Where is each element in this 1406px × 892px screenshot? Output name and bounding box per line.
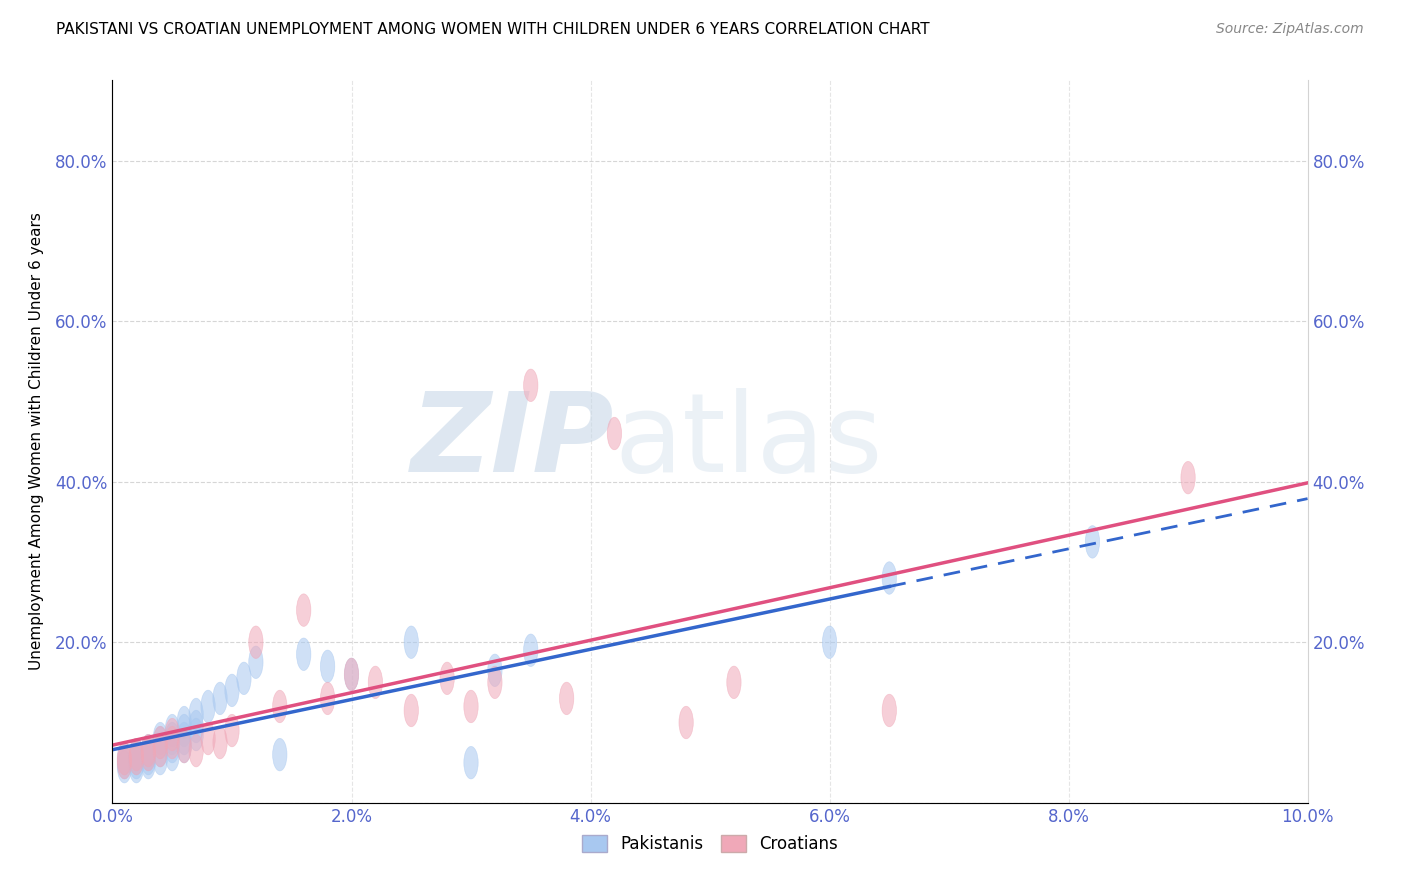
Ellipse shape (488, 654, 502, 687)
Ellipse shape (165, 731, 180, 763)
Ellipse shape (523, 369, 538, 401)
Ellipse shape (153, 723, 167, 755)
Ellipse shape (117, 747, 132, 779)
Ellipse shape (117, 742, 132, 775)
Ellipse shape (212, 726, 228, 759)
Ellipse shape (297, 638, 311, 671)
Ellipse shape (129, 739, 143, 771)
Ellipse shape (165, 714, 180, 747)
Ellipse shape (117, 742, 132, 775)
Ellipse shape (153, 726, 167, 759)
Ellipse shape (464, 690, 478, 723)
Ellipse shape (153, 742, 167, 775)
Ellipse shape (141, 734, 156, 767)
Ellipse shape (404, 626, 419, 658)
Ellipse shape (129, 742, 143, 775)
Ellipse shape (129, 750, 143, 783)
Ellipse shape (177, 731, 191, 763)
Ellipse shape (236, 662, 252, 695)
Ellipse shape (1085, 525, 1099, 558)
Ellipse shape (273, 739, 287, 771)
Ellipse shape (177, 714, 191, 747)
Ellipse shape (321, 650, 335, 682)
Ellipse shape (188, 698, 204, 731)
Ellipse shape (297, 594, 311, 626)
Text: ZIP: ZIP (411, 388, 614, 495)
Ellipse shape (165, 739, 180, 771)
Ellipse shape (188, 710, 204, 743)
Ellipse shape (129, 742, 143, 775)
Ellipse shape (165, 723, 180, 755)
Ellipse shape (607, 417, 621, 450)
Ellipse shape (523, 634, 538, 666)
Ellipse shape (249, 626, 263, 658)
Ellipse shape (153, 726, 167, 759)
Ellipse shape (141, 742, 156, 775)
Ellipse shape (249, 646, 263, 679)
Ellipse shape (1181, 461, 1195, 494)
Text: atlas: atlas (614, 388, 883, 495)
Ellipse shape (225, 674, 239, 706)
Ellipse shape (225, 714, 239, 747)
Ellipse shape (321, 682, 335, 714)
Ellipse shape (165, 718, 180, 751)
Ellipse shape (117, 747, 132, 779)
Ellipse shape (188, 734, 204, 767)
Ellipse shape (129, 747, 143, 779)
Ellipse shape (201, 690, 215, 723)
Ellipse shape (368, 666, 382, 698)
Ellipse shape (177, 706, 191, 739)
Ellipse shape (201, 723, 215, 755)
Text: PAKISTANI VS CROATIAN UNEMPLOYMENT AMONG WOMEN WITH CHILDREN UNDER 6 YEARS CORRE: PAKISTANI VS CROATIAN UNEMPLOYMENT AMONG… (56, 22, 929, 37)
Ellipse shape (882, 694, 897, 727)
Ellipse shape (440, 662, 454, 695)
Ellipse shape (882, 562, 897, 594)
Ellipse shape (129, 739, 143, 771)
Ellipse shape (488, 666, 502, 698)
Ellipse shape (823, 626, 837, 658)
Ellipse shape (165, 726, 180, 759)
Ellipse shape (464, 747, 478, 779)
Ellipse shape (177, 731, 191, 763)
Text: Source: ZipAtlas.com: Source: ZipAtlas.com (1216, 22, 1364, 37)
Ellipse shape (117, 750, 132, 783)
Ellipse shape (141, 734, 156, 767)
Ellipse shape (344, 658, 359, 690)
Ellipse shape (177, 723, 191, 755)
Ellipse shape (141, 739, 156, 771)
Legend: Pakistanis, Croatians: Pakistanis, Croatians (576, 828, 844, 860)
Ellipse shape (344, 658, 359, 690)
Ellipse shape (404, 694, 419, 727)
Ellipse shape (560, 682, 574, 714)
Ellipse shape (727, 666, 741, 698)
Ellipse shape (153, 734, 167, 767)
Ellipse shape (273, 690, 287, 723)
Ellipse shape (141, 747, 156, 779)
Ellipse shape (679, 706, 693, 739)
Y-axis label: Unemployment Among Women with Children Under 6 years: Unemployment Among Women with Children U… (30, 212, 44, 671)
Ellipse shape (153, 734, 167, 767)
Ellipse shape (212, 682, 228, 714)
Ellipse shape (188, 718, 204, 751)
Ellipse shape (141, 739, 156, 771)
